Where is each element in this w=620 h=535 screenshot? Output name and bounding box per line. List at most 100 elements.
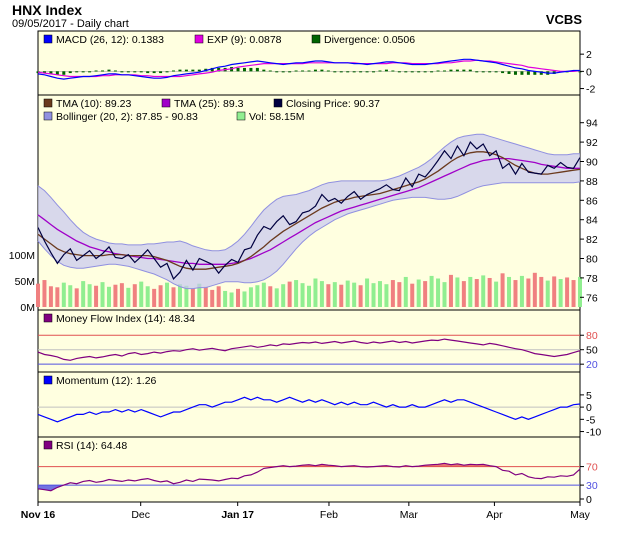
divergence-bar — [410, 71, 414, 73]
y-tick-label: 84 — [586, 215, 598, 227]
volume-bar — [42, 280, 47, 307]
volume-bar — [152, 288, 157, 307]
divergence-bar — [126, 71, 130, 73]
legend-label: Money Flow Index (14): 48.34 — [56, 313, 195, 325]
volume-bar — [571, 280, 576, 307]
divergence-bar — [139, 71, 143, 73]
volume-bar — [261, 282, 266, 307]
y-tick-label: 30 — [586, 480, 598, 492]
volume-bar — [281, 284, 286, 307]
divergence-bar — [436, 70, 440, 72]
y-tick-label: -10 — [586, 427, 601, 439]
y-tick-label: 86 — [586, 195, 598, 207]
volume-bar — [494, 281, 499, 307]
bollinger-upper-line — [37, 133, 580, 252]
divergence-bar — [217, 67, 221, 72]
divergence-bar — [462, 69, 466, 72]
divergence-bar — [288, 71, 292, 73]
volume-bar — [481, 275, 486, 307]
volume-bar — [119, 283, 124, 307]
volume-bar — [436, 278, 441, 307]
legend-swatch — [273, 98, 283, 108]
volume-bar — [474, 279, 479, 307]
volume-bar — [539, 276, 544, 307]
divergence-bar — [533, 71, 537, 75]
volume-bar — [300, 283, 305, 307]
volume-tick-label: 0M — [20, 302, 35, 314]
volume-bar — [455, 277, 460, 307]
volume-bar — [171, 287, 176, 307]
volume-bar — [236, 288, 241, 307]
volume-bar — [416, 279, 421, 307]
divergence-bar — [268, 70, 272, 72]
legend-label: EXP (9): 0.0878 — [207, 34, 282, 46]
y-tick-label: -2 — [586, 84, 595, 96]
volume-bar — [313, 278, 318, 307]
divergence-bar — [249, 67, 253, 72]
divergence-bar — [520, 71, 524, 75]
legend-label: Momentum (12): 1.26 — [56, 375, 157, 387]
brand-label: VCBS — [545, 12, 582, 27]
volume-bar — [177, 284, 182, 307]
divergence-bar — [294, 70, 298, 72]
volume-tick-label: 100M — [9, 250, 35, 262]
y-tick-label: 78 — [586, 273, 598, 285]
legend-label: RSI (14): 64.48 — [56, 440, 127, 452]
y-tick-label: 90 — [586, 157, 598, 169]
divergence-bar — [494, 71, 498, 73]
divergence-bar — [301, 70, 305, 72]
volume-bar — [210, 289, 215, 307]
divergence-bar — [352, 71, 356, 73]
volume-bar — [139, 281, 144, 307]
divergence-bar — [526, 71, 530, 75]
volume-bar — [461, 281, 466, 307]
divergence-bar — [94, 70, 98, 72]
y-tick-label: 80 — [586, 254, 598, 266]
divergence-bar — [404, 71, 408, 73]
volume-bar — [332, 282, 337, 307]
divergence-bar — [68, 71, 72, 74]
mfi-line — [37, 338, 581, 361]
x-tick-label: Apr — [486, 509, 503, 521]
volume-bar — [578, 276, 582, 307]
legend-label: Divergence: 0.0506 — [324, 34, 415, 46]
volume-bar — [500, 273, 505, 307]
legend-label: Closing Price: 90.37 — [286, 98, 380, 110]
panel-momentum — [37, 371, 581, 438]
volume-bar — [126, 287, 131, 307]
legend-label: Bollinger (20, 2): 87.85 - 90.83 — [56, 111, 198, 123]
y-tick-label: 0 — [586, 402, 592, 414]
volume-bar — [532, 272, 537, 307]
divergence-bar — [507, 71, 511, 74]
divergence-bar — [449, 69, 453, 72]
legend-swatch — [194, 34, 204, 44]
volume-bar — [410, 283, 415, 307]
y-tick-label: 94 — [586, 118, 598, 130]
volume-tick-label: 50M — [15, 276, 35, 288]
divergence-bar — [513, 71, 517, 75]
y-tick-label: 5 — [586, 390, 592, 402]
volume-bar — [326, 284, 331, 307]
volume-bar — [397, 282, 402, 307]
x-tick-label: Dec — [131, 509, 150, 521]
volume-bar — [377, 281, 382, 307]
x-tick-label: Feb — [320, 509, 338, 521]
volume-bar — [345, 280, 350, 307]
volume-bar — [55, 287, 60, 307]
divergence-bar — [539, 71, 543, 75]
volume-bar — [106, 286, 111, 307]
legend-swatch — [161, 98, 171, 108]
volume-bar — [81, 281, 86, 307]
y-tick-label: 50 — [586, 345, 598, 357]
divergence-bar — [275, 71, 279, 73]
momentum-line — [37, 396, 581, 423]
volume-bar — [190, 288, 195, 307]
divergence-bar — [359, 71, 363, 73]
divergence-bar — [365, 71, 369, 73]
volume-bar — [448, 274, 453, 307]
divergence-bar — [159, 71, 163, 74]
legend-swatch — [43, 440, 53, 450]
y-tick-label: 88 — [586, 176, 598, 188]
divergence-bar — [443, 70, 446, 72]
